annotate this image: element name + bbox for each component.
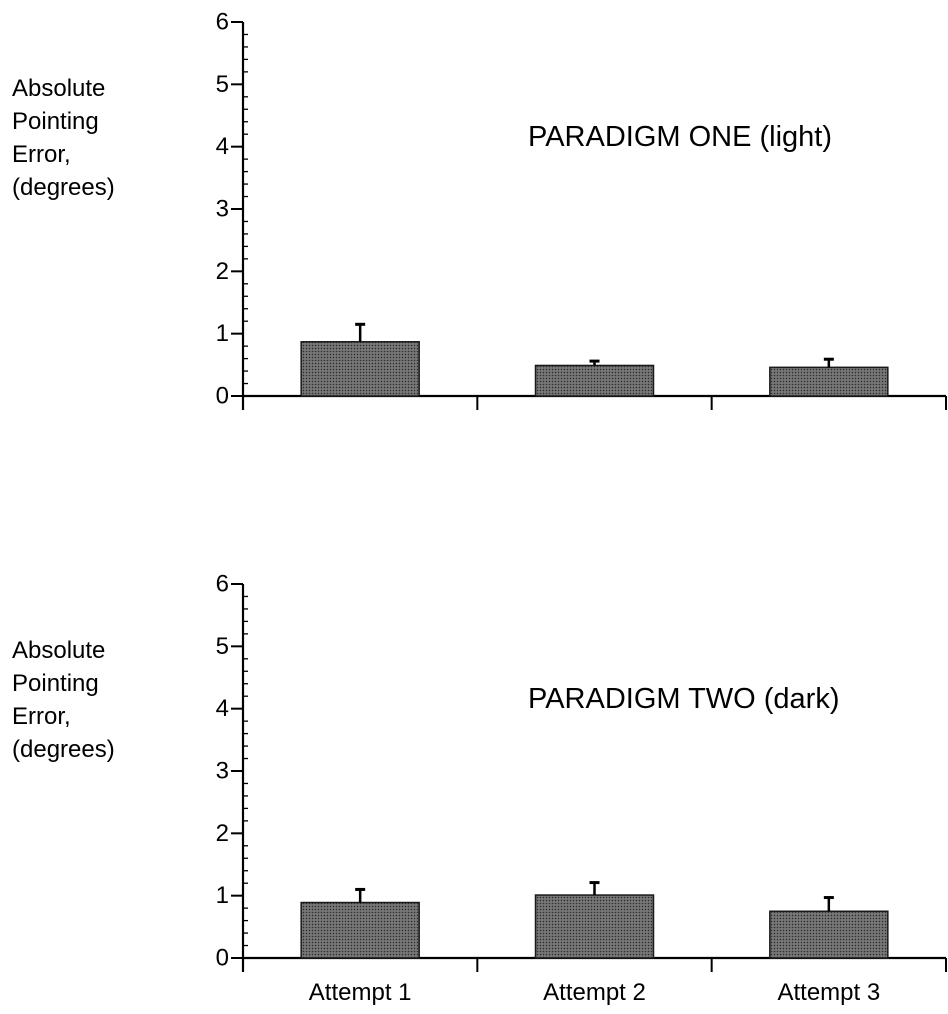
x-tick-label: Attempt 3 [777, 979, 880, 1006]
y-tick-label: 0 [216, 945, 229, 972]
y-ticks: 0 1 2 3 4 5 6 [216, 571, 229, 972]
y-tick-label: 3 [216, 758, 229, 785]
y-axis-label-line: Pointing [12, 108, 99, 135]
bars [300, 881, 889, 959]
y-tick-label: 5 [216, 71, 229, 98]
y-tick-label: 1 [216, 882, 229, 909]
y-axis-label-line: Absolute [12, 637, 105, 664]
bar [534, 364, 655, 397]
x-tick-label: Attempt 1 [309, 979, 412, 1006]
y-tick-label: 0 [216, 383, 229, 410]
bar [300, 901, 420, 959]
chart-panel-light: Absolute Pointing Error, (degrees) PARAD… [12, 9, 947, 410]
y-axis-label: Absolute Pointing Error, (degrees) [12, 75, 115, 201]
bars [300, 322, 889, 397]
y-tick-label: 2 [216, 820, 229, 847]
y-ticks: 0 1 2 3 4 5 6 [216, 9, 229, 410]
y-axis-label-line: Absolute [12, 75, 105, 102]
chart-panel-dark: Absolute Pointing Error, (degrees) PARAD… [12, 571, 947, 1006]
y-tick-label: 1 [216, 320, 229, 347]
y-axis-label-line: Error, [12, 141, 71, 168]
y-axis-label-line: (degrees) [12, 174, 115, 201]
bar [300, 341, 420, 397]
y-axis-label-line: Error, [12, 703, 71, 730]
y-tick-label: 4 [216, 695, 229, 722]
x-tick-labels: Attempt 1 Attempt 2 Attempt 3 [309, 979, 880, 1006]
y-axis-label-line: (degrees) [12, 736, 115, 763]
bar [769, 366, 889, 397]
y-axis-label-line: Pointing [12, 670, 99, 697]
y-tick-label: 2 [216, 258, 229, 285]
y-tick-label: 6 [216, 571, 229, 598]
chart-title: PARADIGM TWO (dark) [528, 683, 840, 715]
y-tick-label: 4 [216, 133, 229, 160]
x-tick-label: Attempt 2 [543, 979, 646, 1006]
y-tick-label: 3 [216, 196, 229, 223]
y-tick-label: 6 [216, 9, 229, 36]
y-axis-label: Absolute Pointing Error, (degrees) [12, 637, 115, 763]
bar [769, 910, 889, 959]
y-tick-label: 5 [216, 633, 229, 660]
bar [534, 894, 655, 959]
chart-title: PARADIGM ONE (light) [528, 121, 832, 153]
